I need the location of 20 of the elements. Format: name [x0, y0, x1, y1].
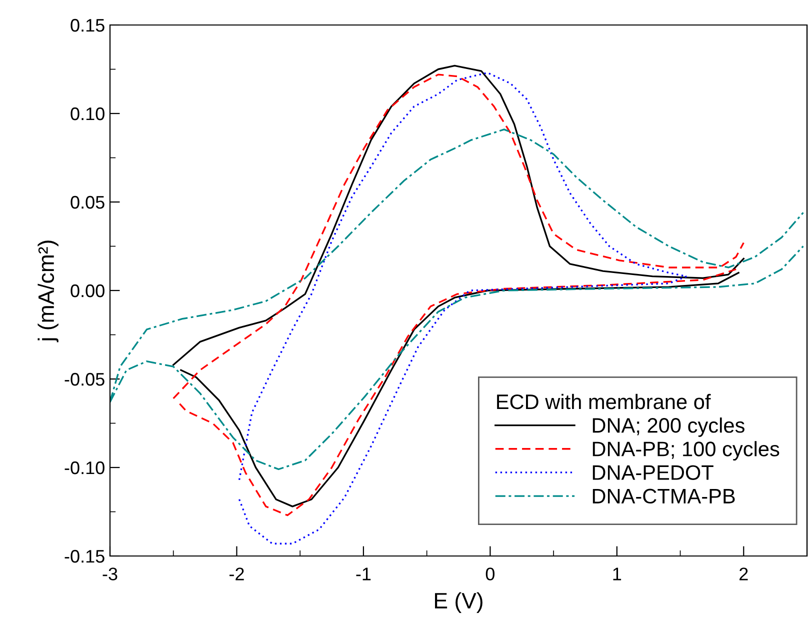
x-axis-title: E (V)	[435, 592, 482, 613]
y-tick-label: 0.00	[70, 284, 104, 298]
x-tick-label: 1	[613, 568, 622, 580]
legend-label: DNA-PB; 100 cycles	[592, 441, 780, 460]
y-tick-label: 0.10	[70, 107, 104, 120]
x-tick-label: -3	[102, 568, 118, 580]
x-tick-label: -2	[230, 568, 244, 580]
y-tick-label: 0.05	[70, 196, 104, 209]
legend-title: ECD with membrane of	[497, 394, 711, 410]
x-tick-label: -1	[356, 568, 371, 580]
legend-label: DNA-PEDOT	[592, 465, 714, 480]
x-tick-label: 0	[486, 568, 494, 580]
y-tick-label: 0.15	[70, 18, 104, 32]
y-tick-label: -0.15	[64, 550, 104, 563]
y-tick-label: -0.05	[64, 372, 104, 386]
y-axis-title: j (mA/cm²)	[38, 240, 58, 342]
y-tick-label: -0.10	[64, 461, 104, 474]
legend-label: DNA; 200 cycles	[592, 417, 744, 437]
x-tick-label: 2	[740, 568, 748, 580]
legend-label: DNA-CTMA-PB	[592, 488, 735, 504]
